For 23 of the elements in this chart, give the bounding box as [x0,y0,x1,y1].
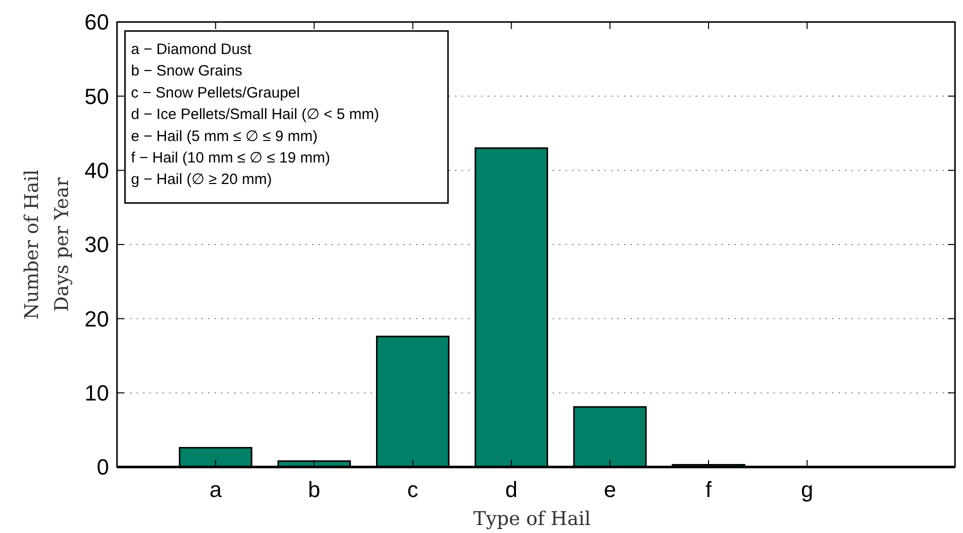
x-tick-label: g [800,477,814,502]
y-tick-label: 0 [96,454,109,480]
y-axis-title: Number of Hail Days per Year [21,170,73,320]
y-tick-label: 30 [84,232,109,258]
y-tick-label: 40 [84,158,109,184]
annotation: e − Hail (5 mm ≤ ∅ ≤ 9 mm) [131,128,318,145]
x-tick-label: d [505,477,518,502]
x-tick-label: c [407,477,418,502]
annotation: f − Hail (10 mm ≤ ∅ ≤ 19 mm) [131,150,330,166]
y-tick-label: 60 [84,10,109,35]
x-tick-label: e [604,477,616,502]
annotation: a − Diamond Dust [131,41,252,58]
x-tick-label: a [209,477,222,502]
annotation: g − Hail (∅ ≥ 20 mm) [131,171,272,188]
x-axis-title: Type of Hail [473,508,591,530]
y-tick-label: 10 [84,380,109,406]
annotation: d − Ice Pellets/Small Hail (∅ < 5 mm) [131,106,380,124]
y-tick-label: 50 [84,84,109,109]
y-tick-label: 20 [84,306,109,332]
annotation: b − Snow Grains [131,62,242,80]
x-tick-label: f [705,477,712,502]
x-tick-label: b [308,477,320,502]
annotation: c − Snow Pellets/Graupel [131,84,300,102]
